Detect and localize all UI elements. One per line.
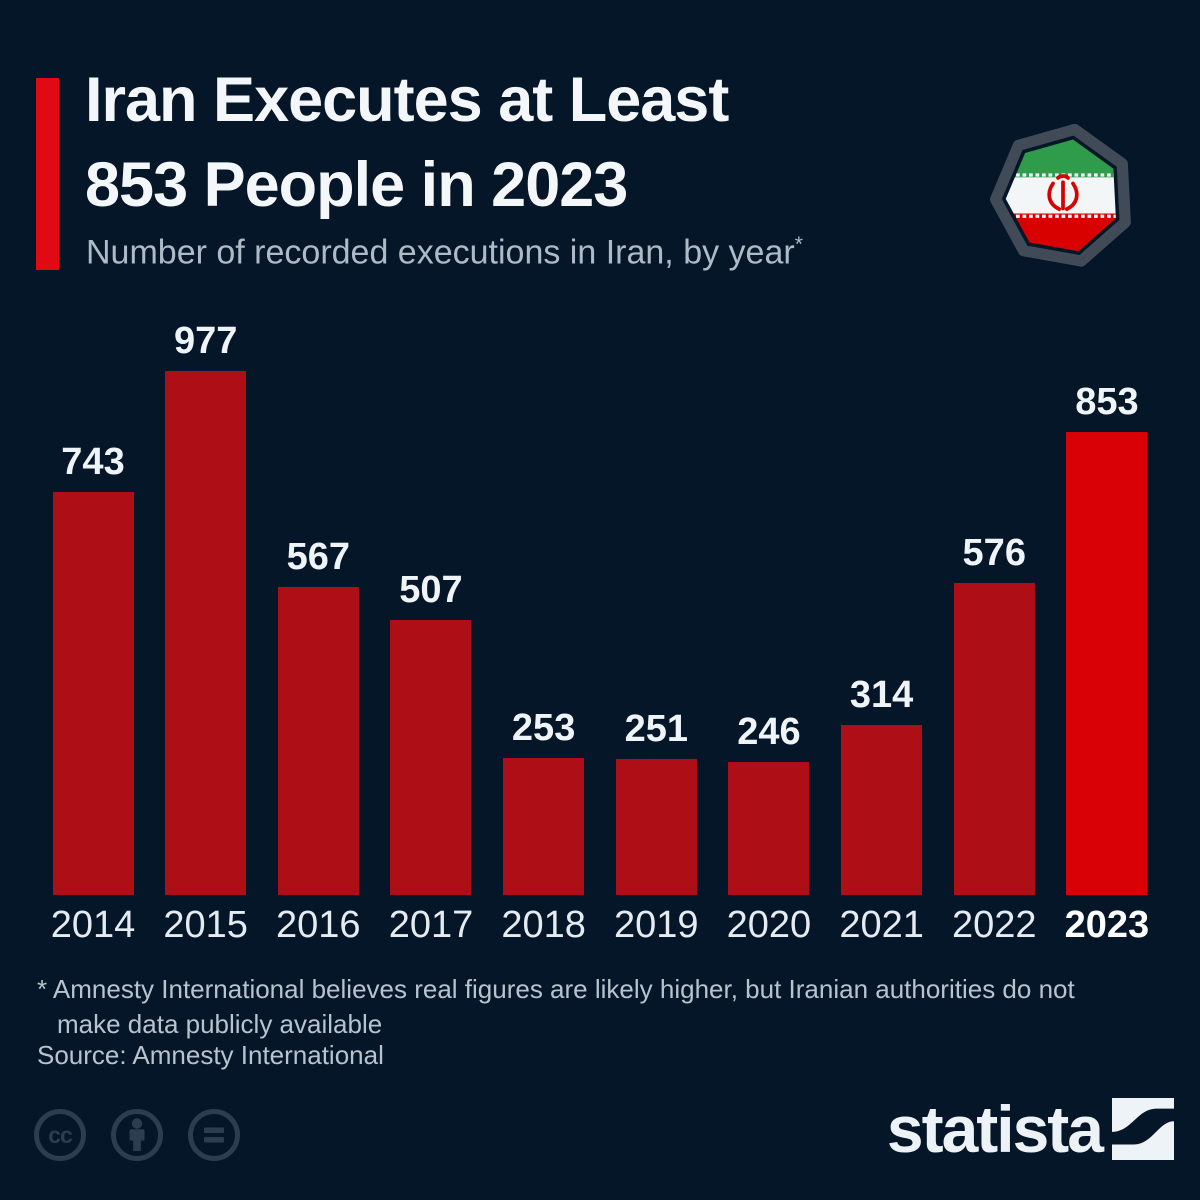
value-label: 567 xyxy=(286,536,351,578)
page-title: Iran Executes at Least 853 People in 202… xyxy=(85,58,729,228)
statista-branding: statista xyxy=(887,1096,1174,1162)
source-text: Source: Amnesty International xyxy=(37,1040,384,1070)
bar-2020 xyxy=(728,762,810,895)
bar-2016 xyxy=(277,587,359,895)
chart-subtitle: Number of recorded executions in Iran, b… xyxy=(86,233,803,272)
bar-2019 xyxy=(615,759,697,895)
value-label: 743 xyxy=(61,441,125,483)
bar-column-2023: 853 2023 xyxy=(1051,320,1163,947)
value-label: 576 xyxy=(962,532,1026,574)
value-label: 977 xyxy=(173,320,238,362)
x-axis-label: 2016 xyxy=(276,904,361,946)
x-axis-label: 2022 xyxy=(951,904,1037,946)
value-label: 853 xyxy=(1075,381,1139,423)
x-axis-label: 2023 xyxy=(1064,904,1150,946)
svg-text:cc: cc xyxy=(48,1122,73,1148)
license-icons: cc xyxy=(33,1108,241,1162)
statista-logo-mark xyxy=(1112,1098,1174,1160)
footnote: * Amnesty International believes real fi… xyxy=(37,972,1075,1042)
footnote-marker: * xyxy=(794,233,803,256)
bar-2022 xyxy=(953,583,1035,895)
bar-2017 xyxy=(390,620,472,895)
title-line-2: 853 People in 2023 xyxy=(85,150,628,220)
value-label: 246 xyxy=(737,711,801,753)
value-label: 507 xyxy=(399,569,463,611)
bar-column-2019: 251 2019 xyxy=(600,320,712,947)
bar-column-2022: 576 2022 xyxy=(938,320,1050,947)
bar-2015 xyxy=(165,371,247,895)
x-axis-label: 2017 xyxy=(388,904,474,946)
title-line-1: Iran Executes at Least xyxy=(85,65,729,135)
bar-column-2016: 567 2016 xyxy=(262,320,374,947)
value-label: 251 xyxy=(624,708,688,750)
value-label: 253 xyxy=(511,707,576,749)
bar-chart: 743 2014 977 2015 567 2016 507 2017 253 2018 251 20… xyxy=(37,320,1163,947)
x-axis-label: 2014 xyxy=(50,904,136,946)
footnote-line-1: * Amnesty International believes real fi… xyxy=(37,974,1075,1004)
x-axis-label: 2015 xyxy=(163,904,248,946)
bar-2014 xyxy=(52,492,134,895)
x-axis-label: 2020 xyxy=(726,904,812,946)
bar-column-2014: 743 2014 xyxy=(37,320,149,947)
bar-column-2015: 977 2015 xyxy=(150,320,262,947)
iran-flag-heptagon xyxy=(989,123,1131,267)
bar-2021 xyxy=(841,725,923,895)
iran-emblem-icon xyxy=(1047,174,1079,211)
x-axis-label: 2019 xyxy=(614,904,699,946)
value-label: 314 xyxy=(849,674,914,716)
bar-column-2020: 246 2020 xyxy=(713,320,825,947)
iran-flag-icon xyxy=(988,118,1138,274)
footnote-line-2: make data publicly available xyxy=(57,1009,383,1039)
bar-column-2017: 507 2017 xyxy=(375,320,487,947)
x-axis-label: 2018 xyxy=(501,904,586,946)
x-axis-label: 2021 xyxy=(839,904,924,946)
bar-2023 xyxy=(1066,432,1148,895)
subtitle-text: Number of recorded executions in Iran, b… xyxy=(86,233,795,272)
statista-logo-text: statista xyxy=(886,1092,1104,1166)
bar-column-2021: 314 2021 xyxy=(826,320,938,947)
bar-column-2018: 253 2018 xyxy=(488,320,600,947)
equals-icon xyxy=(188,1109,240,1161)
cc-icon: cc xyxy=(34,1109,86,1161)
title-accent-bar xyxy=(36,78,59,270)
bar-2018 xyxy=(503,758,585,895)
attribution-icon xyxy=(111,1109,163,1161)
